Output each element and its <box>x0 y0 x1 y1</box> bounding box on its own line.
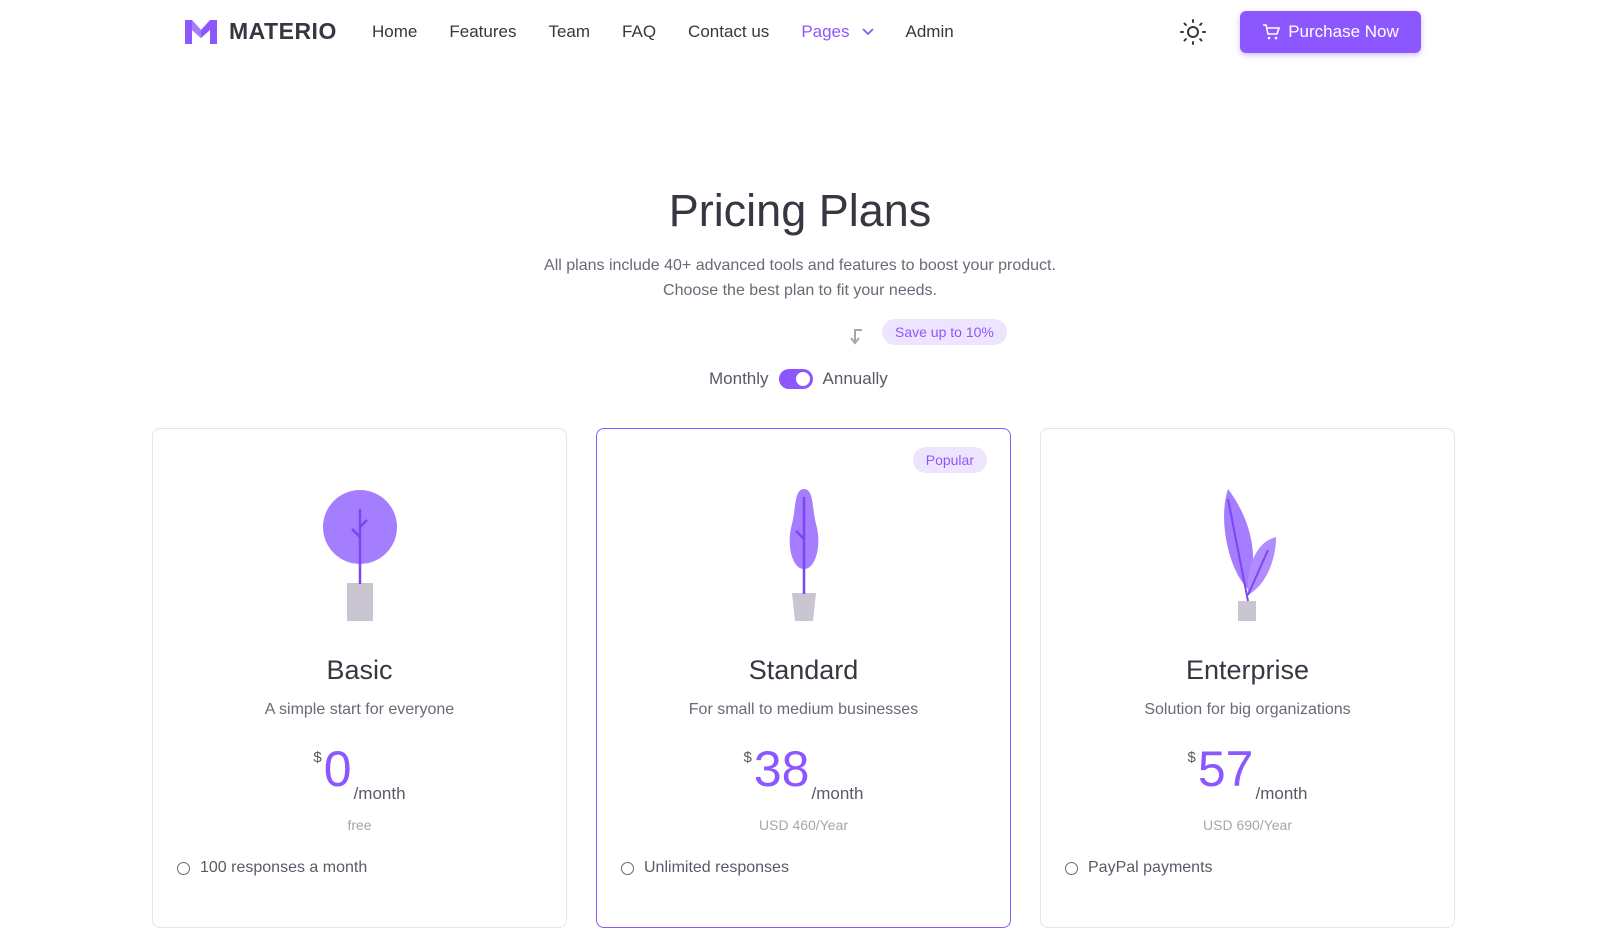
plan-description: For small to medium businesses <box>688 701 919 718</box>
yearly-price: USD 690/Year <box>1203 817 1292 833</box>
plan-name: Basic <box>326 655 393 685</box>
nav-faq[interactable]: FAQ <box>622 22 657 41</box>
subtitle-line-1: All plans include 40+ advanced tools and… <box>544 257 1056 274</box>
currency: $ <box>1187 749 1196 766</box>
save-badge: Save up to 10% <box>882 319 1007 345</box>
nav-admin[interactable]: Admin <box>905 22 954 41</box>
feature-text: PayPal payments <box>1088 859 1213 876</box>
theme-sun-icon[interactable] <box>1180 19 1206 45</box>
feature-item: PayPal payments <box>1065 859 1213 877</box>
brand-logo[interactable]: MATERIO <box>185 18 337 45</box>
feature-item: 100 responses a month <box>177 859 367 877</box>
yearly-price: free <box>347 817 372 833</box>
feature-item: Unlimited responses <box>621 859 789 877</box>
chevron-down-icon <box>861 28 874 36</box>
billing-toggle[interactable] <box>778 369 813 389</box>
nav-home[interactable]: Home <box>372 22 418 41</box>
leaf-plant-icon <box>1223 489 1276 621</box>
top-nav: MATERIO Home Features Team FAQ Contact u… <box>0 0 1600 64</box>
purchase-label: Purchase Now <box>1288 22 1399 41</box>
plan-name: Enterprise <box>1185 655 1310 685</box>
arrow-down-icon <box>850 329 862 345</box>
plan-card-enterprise: Enterprise Solution for big organization… <box>1040 428 1455 928</box>
circle-bullet-icon <box>177 861 190 875</box>
nav-team[interactable]: Team <box>548 22 591 41</box>
circle-bullet-icon <box>1065 861 1078 875</box>
price-amount: 57 <box>1197 741 1254 797</box>
feature-text: Unlimited responses <box>644 859 789 876</box>
plan-price: $57/month <box>1041 737 1454 804</box>
currency: $ <box>313 749 322 766</box>
price-period: /month <box>353 784 406 803</box>
price-period: /month <box>811 784 864 803</box>
cart-icon <box>1263 24 1281 40</box>
yearly-price: USD 460/Year <box>759 817 848 833</box>
price-amount: 38 <box>753 741 810 797</box>
tree-plant-icon <box>322 490 397 621</box>
nav-features[interactable]: Features <box>449 22 517 41</box>
nav-contact[interactable]: Contact us <box>688 22 770 41</box>
vase-plant-icon <box>789 489 818 621</box>
circle-bullet-icon <box>621 861 634 875</box>
price-period: /month <box>1255 784 1308 803</box>
annually-label[interactable]: Annually <box>822 369 888 388</box>
price-amount: 0 <box>323 741 352 797</box>
nav-pages[interactable]: Pages <box>801 22 874 42</box>
currency: $ <box>743 749 752 766</box>
monthly-label[interactable]: Monthly <box>709 369 769 388</box>
page-title: Pricing Plans <box>668 185 932 236</box>
brand-name: MATERIO <box>229 18 337 44</box>
plan-price: $0/month <box>153 737 566 804</box>
materio-logo-icon <box>185 19 217 44</box>
purchase-now-button[interactable]: Purchase Now <box>1240 11 1421 53</box>
plan-name: Standard <box>748 655 859 685</box>
popular-badge: Popular <box>912 447 987 473</box>
feature-text: 100 responses a month <box>200 859 368 876</box>
subtitle-line-2: Choose the best plan to fit your needs. <box>663 282 937 299</box>
plan-description: Solution for big organizations <box>1144 701 1351 718</box>
nav-pages-label: Pages <box>801 22 850 41</box>
plan-description: A simple start for everyone <box>264 701 455 718</box>
plan-card-basic: Basic A simple start for everyone $0/mon… <box>152 428 567 928</box>
plan-card-standard: Popular Standard For small to medium bus… <box>596 428 1011 928</box>
page-subtitle: All plans include 40+ advanced tools and… <box>0 253 1600 303</box>
plan-price: $38/month <box>597 737 1010 804</box>
